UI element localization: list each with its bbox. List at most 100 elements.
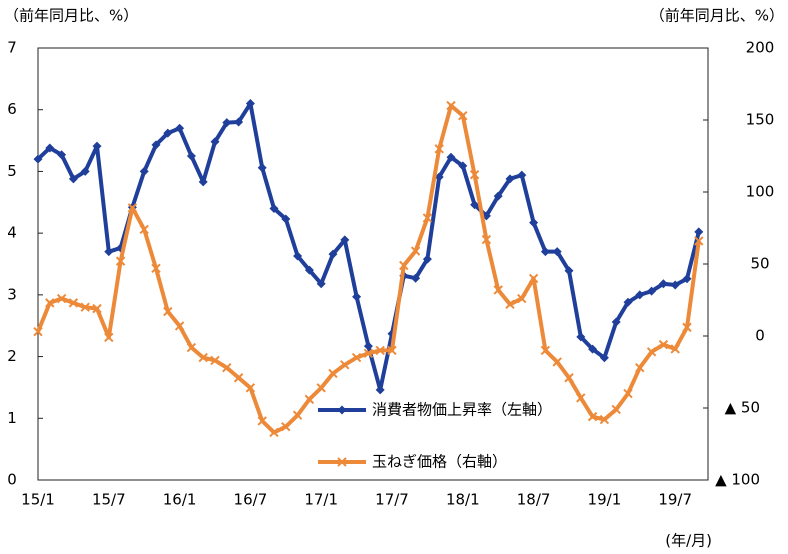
point-marker bbox=[552, 357, 562, 367]
point-marker bbox=[363, 348, 374, 358]
point-marker bbox=[670, 280, 680, 290]
legend-label: 消費者物価上昇率（左軸） bbox=[372, 401, 552, 419]
point-marker bbox=[505, 299, 515, 310]
point-marker bbox=[611, 404, 621, 415]
point-marker bbox=[375, 385, 385, 395]
point-marker bbox=[210, 137, 220, 147]
point-marker bbox=[411, 273, 421, 283]
point-marker bbox=[186, 342, 197, 353]
point-marker bbox=[670, 344, 680, 354]
x-tick-label: 19/7 bbox=[658, 491, 692, 509]
point-marker bbox=[33, 326, 43, 337]
point-marker bbox=[198, 352, 208, 363]
x-tick-label: 18/7 bbox=[517, 491, 551, 509]
point-marker bbox=[682, 274, 692, 284]
point-marker bbox=[163, 128, 173, 138]
y2-tick-label: ▲ 100 bbox=[715, 471, 760, 489]
y-tick-label: 4 bbox=[7, 224, 17, 242]
y-tick-label: 5 bbox=[7, 162, 17, 180]
y2-tick-label: 150 bbox=[746, 111, 775, 129]
point-marker bbox=[175, 123, 185, 133]
point-marker bbox=[410, 246, 421, 256]
point-marker bbox=[340, 235, 350, 245]
point-marker bbox=[245, 99, 255, 109]
point-marker bbox=[139, 224, 149, 235]
point-marker bbox=[151, 140, 161, 150]
legend-label: 玉ねぎ価格（右軸） bbox=[372, 453, 507, 471]
point-marker bbox=[316, 279, 326, 289]
point-marker bbox=[257, 163, 267, 173]
point-marker bbox=[245, 383, 256, 393]
point-marker bbox=[234, 117, 244, 127]
point-marker bbox=[694, 227, 704, 237]
point-marker bbox=[422, 213, 433, 223]
x-tick-label: 19/1 bbox=[588, 491, 622, 509]
x-tick-label: 15/1 bbox=[21, 491, 55, 509]
point-marker bbox=[517, 170, 527, 180]
point-marker bbox=[529, 218, 539, 228]
point-marker bbox=[163, 306, 173, 317]
point-marker bbox=[623, 388, 633, 399]
point-marker bbox=[45, 298, 55, 308]
point-marker bbox=[493, 285, 503, 295]
point-marker bbox=[469, 170, 480, 180]
x-axis-label: (年/月) bbox=[665, 532, 712, 550]
point-marker bbox=[304, 394, 315, 405]
point-marker bbox=[658, 339, 669, 350]
point-marker bbox=[635, 290, 645, 300]
point-marker bbox=[127, 203, 138, 213]
point-marker bbox=[528, 273, 539, 284]
point-marker bbox=[233, 373, 244, 383]
point-marker bbox=[104, 332, 114, 343]
x-tick-label: 15/7 bbox=[92, 491, 126, 509]
point-marker bbox=[222, 362, 232, 373]
point-marker bbox=[576, 332, 586, 342]
point-marker bbox=[68, 298, 79, 308]
y2-tick-label: 200 bbox=[746, 39, 775, 57]
y-tick-label: 3 bbox=[7, 285, 17, 303]
y-tick-label: 1 bbox=[7, 409, 17, 427]
point-marker bbox=[104, 247, 114, 257]
point-marker bbox=[694, 236, 704, 246]
point-marker bbox=[375, 345, 385, 356]
point-marker bbox=[92, 141, 102, 151]
point-marker bbox=[316, 383, 326, 393]
point-marker bbox=[470, 200, 480, 210]
point-marker bbox=[646, 347, 657, 357]
point-marker bbox=[387, 345, 397, 356]
point-marker bbox=[328, 368, 338, 379]
y-tick-label: 0 bbox=[7, 471, 17, 489]
point-marker bbox=[257, 416, 267, 426]
point-marker bbox=[80, 166, 90, 176]
x-tick-label: 18/1 bbox=[446, 491, 480, 509]
point-marker bbox=[45, 143, 55, 153]
point-marker bbox=[587, 411, 598, 422]
y2-tick-label: 100 bbox=[746, 183, 775, 201]
point-marker bbox=[352, 292, 362, 302]
series-line bbox=[36, 103, 701, 435]
point-marker bbox=[458, 161, 468, 171]
point-marker bbox=[304, 265, 314, 275]
point-marker bbox=[434, 144, 444, 154]
point-marker bbox=[505, 174, 515, 184]
x-tick-label: 16/1 bbox=[163, 491, 197, 509]
point-marker bbox=[340, 360, 350, 370]
y-tick-label: 7 bbox=[7, 39, 17, 57]
point-marker bbox=[564, 266, 574, 276]
point-marker bbox=[481, 234, 492, 245]
x-tick-label: 16/7 bbox=[234, 491, 268, 509]
point-marker bbox=[540, 247, 550, 257]
point-marker bbox=[422, 254, 432, 264]
point-marker bbox=[458, 110, 468, 121]
point-marker bbox=[328, 249, 338, 259]
point-marker bbox=[517, 293, 527, 304]
point-marker bbox=[588, 344, 598, 354]
point-marker bbox=[151, 263, 161, 274]
y2-tick-label: ▲ 50 bbox=[725, 399, 760, 417]
point-marker bbox=[293, 251, 303, 261]
point-marker bbox=[80, 302, 90, 312]
point-marker bbox=[658, 279, 668, 289]
point-marker bbox=[599, 353, 609, 363]
point-marker bbox=[540, 345, 551, 356]
